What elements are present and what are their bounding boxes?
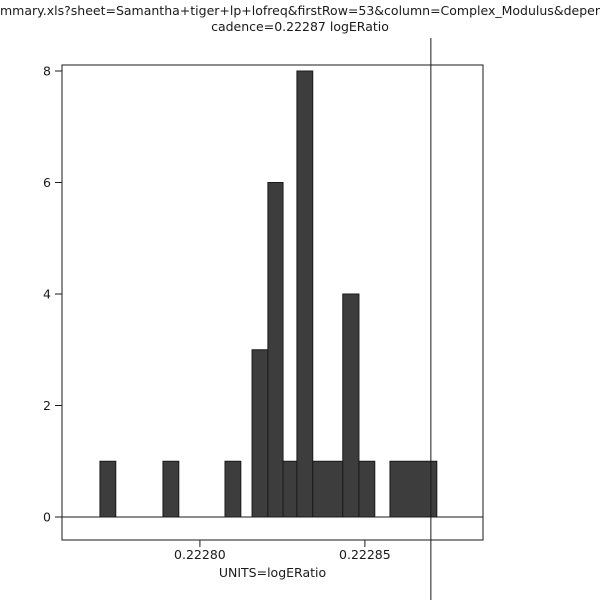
- y-tick-label: 2: [43, 398, 51, 413]
- histogram-bar: [296, 70, 314, 518]
- histogram-bar: [162, 460, 180, 518]
- x-tick-label: 0.22280: [174, 547, 226, 562]
- plot-frame: [61, 64, 484, 541]
- histogram-bar: [251, 349, 269, 518]
- histogram-bar: [358, 460, 376, 518]
- y-tick-label: 0: [43, 510, 51, 525]
- chart-title-line2: cadence=0.22287 logERatio: [211, 19, 389, 34]
- chart-title-line1: mmary.xls?sheet=Samantha+tiger+lp+lofreq…: [0, 3, 600, 18]
- y-tick-label: 4: [43, 287, 51, 302]
- y-tick-label: 8: [43, 64, 51, 79]
- histogram-bar: [224, 460, 242, 518]
- histogram-bar: [342, 293, 360, 518]
- histogram-bar: [389, 460, 438, 518]
- y-tick-label: 6: [43, 175, 51, 190]
- histogram-bar: [267, 182, 284, 518]
- x-axis-label: UNITS=logERatio: [218, 565, 327, 580]
- histogram-bar: [312, 460, 344, 518]
- histogram-bar: [282, 460, 298, 518]
- x-tick-label: 0.22285: [339, 547, 391, 562]
- histogram-bar: [99, 460, 117, 518]
